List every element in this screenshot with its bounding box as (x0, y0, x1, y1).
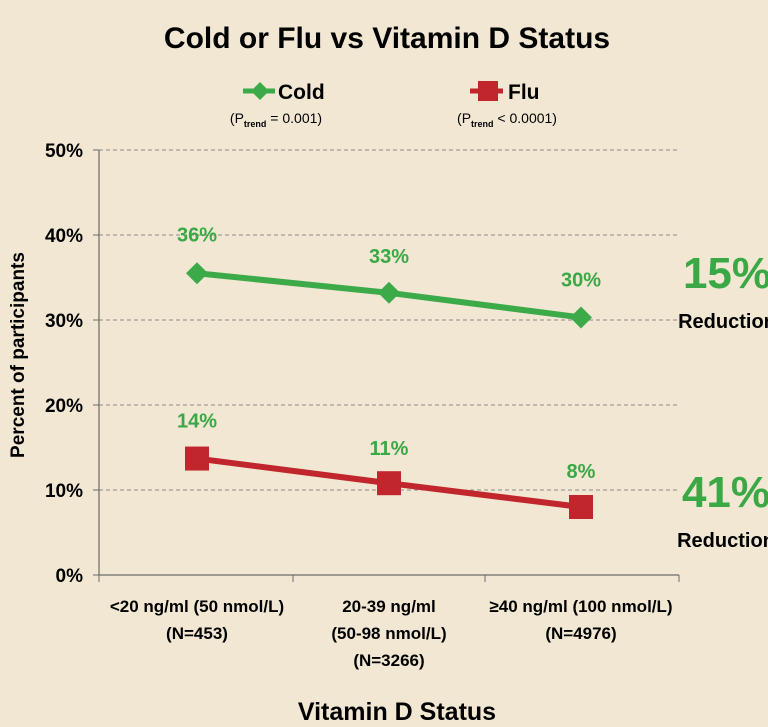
x-tick-label: (N=453) (166, 624, 228, 643)
cold-data-point (378, 281, 400, 304)
legend: Cold (Ptrend = 0.001) Flu (Ptrend < 0.00… (230, 81, 557, 129)
cold-data-label: 30% (561, 269, 601, 291)
x-tick-label: <20 ng/ml (50 nmol/L) (110, 597, 284, 616)
chart-title: Cold or Flu vs Vitamin D Status (164, 22, 610, 55)
cold-data-label: 33% (369, 246, 409, 268)
legend-flu-label: Flu (508, 81, 540, 104)
flu-data-label: 11% (370, 438, 409, 460)
x-tick-label: ≥40 ng/ml (100 nmol/L) (489, 597, 672, 616)
y-tick-label: 10% (45, 481, 83, 502)
legend-flu-ptrend: (Ptrend < 0.0001) (457, 110, 557, 129)
cold-data-point (570, 306, 592, 329)
flu-data-point (569, 495, 593, 519)
flu-data-label: 8% (567, 461, 596, 483)
y-tick-label: 50% (45, 141, 83, 162)
x-tick-label: (N=4976) (545, 624, 616, 643)
axes: 0% 10% 20% 30% 40% 50% (45, 141, 680, 587)
x-tick-label: 20-39 ng/ml (342, 597, 436, 616)
flu-data-point (377, 471, 401, 496)
y-tick-label: 0% (56, 566, 84, 587)
cold-data-point (186, 262, 208, 285)
cold-reduction-value: 15% (683, 249, 768, 298)
flu-reduction-value: 41% (682, 468, 768, 517)
y-tick-label: 20% (45, 396, 83, 417)
y-axis-label: Percent of participants (8, 252, 29, 458)
x-tick-label: (N=3266) (353, 651, 424, 670)
data-labels: 36% 33% 30% 14% 11% 8% (177, 224, 601, 483)
x-axis-title: Vitamin D Status (298, 698, 496, 726)
cold-reduction-label: Reduction (678, 311, 768, 333)
y-tick-label: 40% (45, 226, 83, 247)
legend-flu-marker (478, 81, 498, 101)
cold-data-label: 36% (177, 224, 217, 246)
flu-data-label: 14% (177, 411, 217, 433)
y-tick-label: 30% (45, 311, 83, 332)
flu-reduction-label: Reduction (677, 530, 768, 552)
flu-data-point (185, 446, 209, 471)
series-layer (185, 262, 593, 519)
legend-cold-ptrend: (Ptrend = 0.001) (230, 110, 322, 129)
legend-cold-marker (251, 82, 269, 100)
legend-cold-label: Cold (278, 81, 325, 104)
x-tick-labels: <20 ng/ml (50 nmol/L) (N=453) 20-39 ng/ml (… (110, 597, 673, 670)
x-tick-label: (50-98 nmol/L) (331, 624, 446, 643)
